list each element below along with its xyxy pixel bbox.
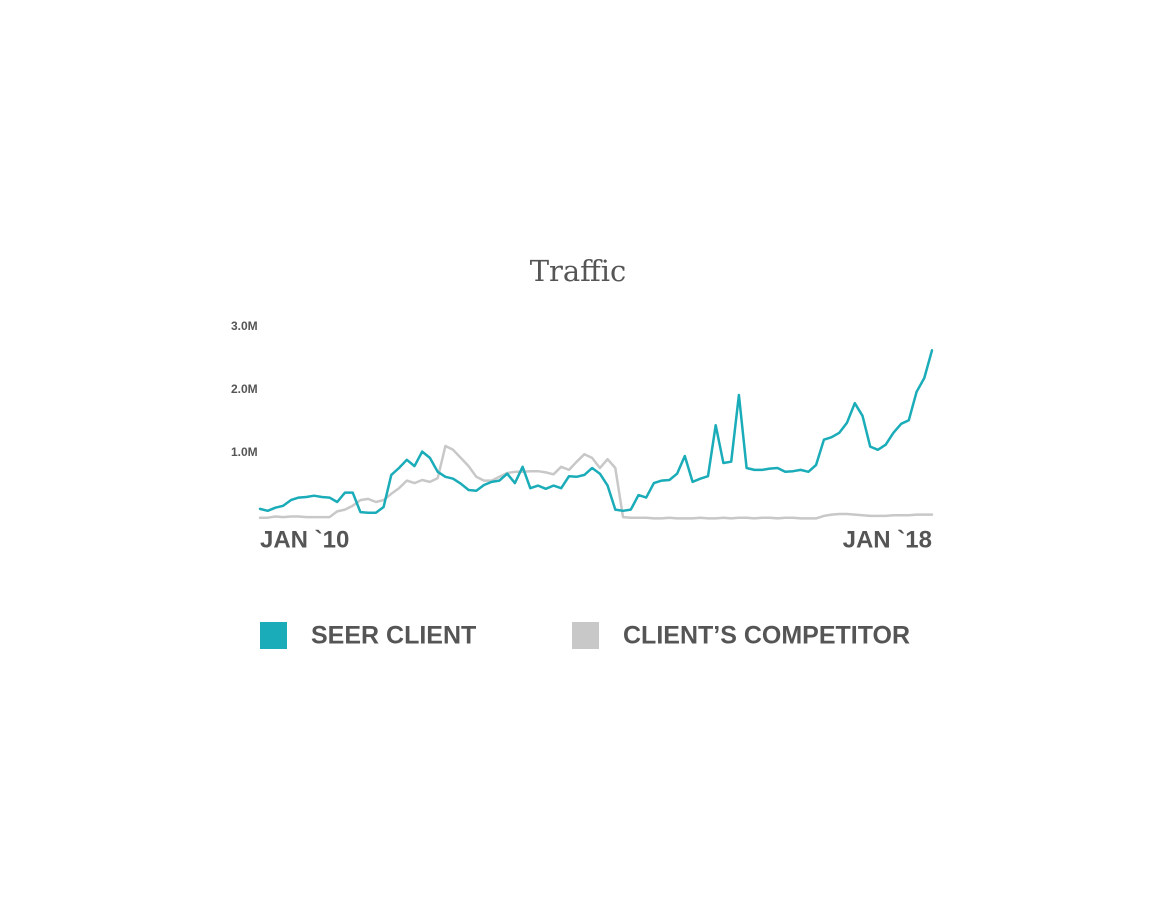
y-tick-label: 2.0M	[231, 382, 258, 396]
legend-swatch	[572, 622, 599, 649]
series-line	[258, 349, 934, 514]
series-line	[258, 444, 934, 520]
legend-swatch	[260, 622, 287, 649]
y-tick-label: 3.0M	[231, 319, 258, 333]
y-tick-label: 1.0M	[231, 445, 258, 459]
x-tick-label: JAN `10	[260, 526, 349, 553]
chart-title: Traffic	[530, 254, 627, 288]
legend-label: CLIENT’S COMPETITOR	[623, 622, 910, 650]
x-tick-label: JAN `18	[843, 526, 932, 553]
legend-label: SEER CLIENT	[311, 622, 476, 650]
